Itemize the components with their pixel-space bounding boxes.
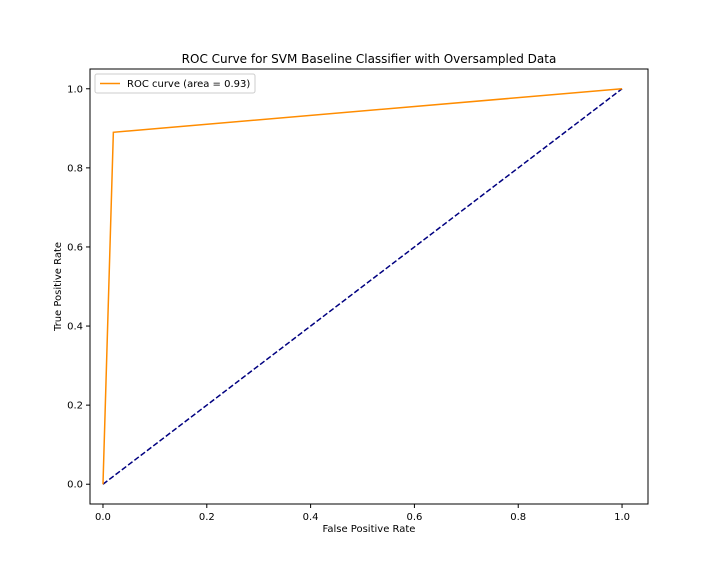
x-axis: 0.0 0.2 0.4 0.6 0.8 1.0 <box>95 504 630 523</box>
y-tick-label: 1.0 <box>67 84 83 95</box>
x-axis-label: False Positive Rate <box>323 524 416 535</box>
y-tick-label: 0.6 <box>67 242 83 253</box>
legend-entry-label: ROC curve (area = 0.93) <box>127 79 250 90</box>
y-tick-label: 0.4 <box>67 322 83 333</box>
chart-title: ROC Curve for SVM Baseline Classifier wi… <box>182 52 557 66</box>
legend-box <box>94 73 256 94</box>
plot-area <box>89 68 649 505</box>
x-tick-label: 0.8 <box>510 512 526 523</box>
chance-diagonal-line <box>102 88 623 485</box>
y-axis-label: True Positive Rate <box>53 242 64 332</box>
x-tick-label: 0.2 <box>199 512 215 523</box>
series-layer <box>102 88 623 485</box>
roc-curve-line <box>102 88 623 485</box>
x-tick-label: 0.0 <box>95 512 111 523</box>
legend: ROC curve (area = 0.93) <box>94 73 256 94</box>
y-axis: 0.0 0.2 0.4 0.6 0.8 1.0 <box>67 84 90 491</box>
plot-frame <box>89 68 649 505</box>
y-tick-label: 0.0 <box>67 480 83 491</box>
x-tick-label: 0.6 <box>406 512 422 523</box>
x-tick-label: 0.4 <box>303 512 319 523</box>
x-tick-label: 1.0 <box>614 512 630 523</box>
y-tick-label: 0.8 <box>67 163 83 174</box>
y-tick-label: 0.2 <box>67 401 83 412</box>
